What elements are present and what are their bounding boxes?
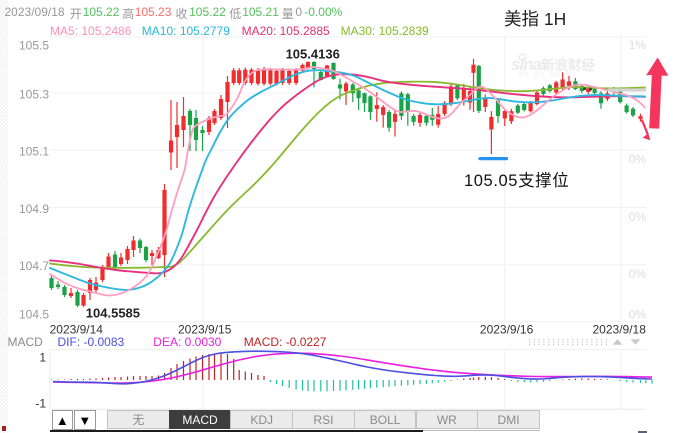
svg-text:交易 · 提示 · 独家 · 服务: 交易 · 提示 · 独家 · 服务 [518, 71, 577, 79]
svg-text:104.5585: 104.5585 [86, 306, 140, 321]
svg-text:新浪财经: 新浪财经 [541, 57, 595, 73]
svg-text:105.5: 105.5 [19, 39, 49, 53]
svg-text:2023/9/16: 2023/9/16 [480, 323, 534, 337]
svg-text:2023/9/15: 2023/9/15 [178, 323, 232, 337]
svg-text:1%: 1% [629, 38, 647, 52]
svg-text:0%: 0% [629, 267, 647, 281]
svg-text:104.5: 104.5 [19, 308, 49, 322]
svg-text:104.7: 104.7 [19, 259, 49, 273]
svg-text:105.3: 105.3 [19, 88, 49, 102]
svg-text:1: 1 [39, 351, 46, 365]
svg-text:0%: 0% [629, 153, 647, 167]
svg-text:0%: 0% [629, 210, 647, 224]
svg-text:105.4136: 105.4136 [286, 47, 340, 62]
svg-text:104.9: 104.9 [19, 202, 49, 216]
svg-text:2023/9/14: 2023/9/14 [50, 323, 104, 337]
svg-text:105.1: 105.1 [19, 145, 49, 159]
svg-text:2023/9/18: 2023/9/18 [593, 323, 647, 337]
svg-text:105.05支撑位: 105.05支撑位 [464, 171, 569, 190]
svg-text:sina: sina [511, 55, 542, 74]
svg-text:-1: -1 [35, 397, 46, 411]
svg-text:0%: 0% [629, 308, 647, 322]
